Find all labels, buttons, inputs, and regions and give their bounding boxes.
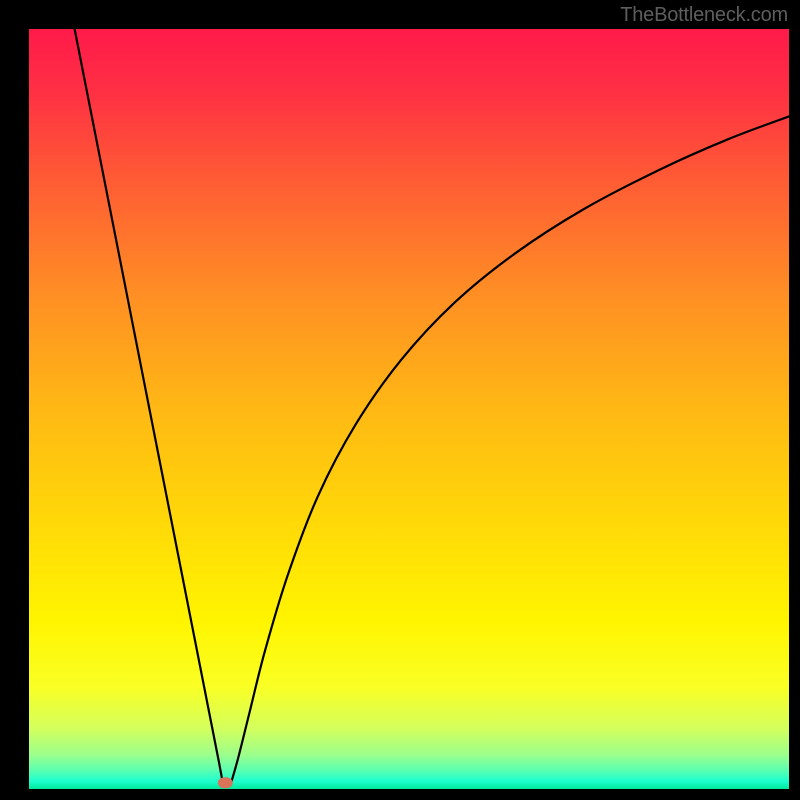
chart-container: TheBottleneck.com (0, 0, 800, 800)
plot-area (29, 29, 789, 789)
watermark-text: TheBottleneck.com (620, 4, 788, 27)
curve-overlay (29, 29, 789, 789)
